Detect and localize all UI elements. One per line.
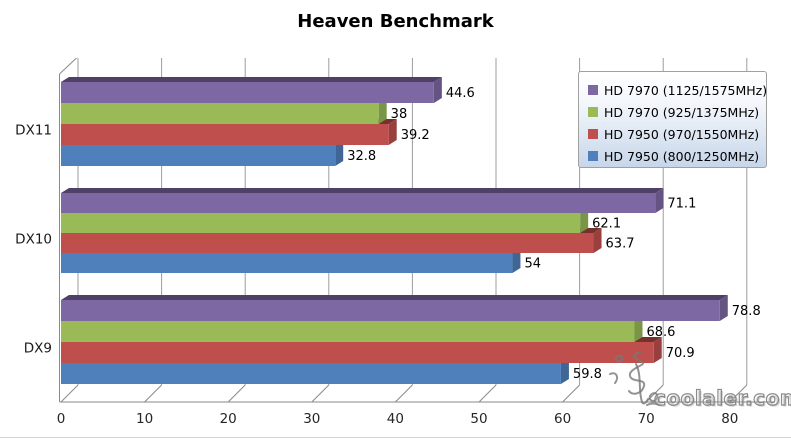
y-axis-category-label: DX11 — [15, 123, 52, 139]
floor-diagonal — [562, 384, 580, 403]
bar-end-face — [580, 208, 589, 233]
legend-label: HD 7970 (925/1375MHz) — [604, 104, 760, 120]
bar — [61, 300, 720, 321]
legend-item: HD 7970 (925/1375MHz) — [588, 101, 766, 123]
bar-end-face — [653, 337, 662, 363]
bar-top-face — [61, 77, 442, 82]
y-axis-category-label: DX10 — [15, 232, 52, 248]
bar-top-face — [61, 295, 728, 300]
x-axis-tick-label: 70 — [638, 411, 655, 427]
bar — [61, 193, 656, 213]
x-axis-tick-label: 50 — [470, 411, 487, 427]
bar-end-face — [719, 295, 728, 321]
bar-end-face — [335, 140, 344, 166]
bar — [61, 145, 336, 166]
x-axis-tick-label: 10 — [136, 411, 153, 427]
value-label: 32.8 — [347, 149, 376, 164]
floor-diagonal — [645, 384, 664, 403]
legend-label: HD 7950 (800/1250MHz) — [604, 148, 760, 164]
value-label: 70.9 — [666, 346, 695, 361]
bar-end-face — [634, 316, 643, 342]
bar — [61, 124, 389, 145]
value-label: 71.1 — [667, 197, 696, 212]
value-label: 68.6 — [646, 325, 675, 340]
legend-label: HD 7950 (970/1550MHz) — [604, 126, 760, 142]
bar-end-face — [593, 228, 602, 253]
value-label: 63.7 — [606, 237, 635, 252]
bar — [61, 82, 434, 103]
floor-diagonal — [144, 384, 162, 403]
y-axis-category-label: DX9 — [24, 341, 52, 357]
legend-marker — [588, 151, 598, 161]
x-axis-tick-label: 20 — [220, 411, 237, 427]
bar-end-face — [378, 98, 387, 124]
x-axis-tick-label: 80 — [721, 411, 738, 427]
floor-diagonal — [395, 384, 413, 403]
legend-marker — [588, 85, 598, 95]
floor-diagonal — [311, 384, 330, 403]
value-label: 39.2 — [401, 128, 430, 143]
bar — [61, 213, 581, 233]
value-label: 54 — [524, 257, 541, 272]
bar-end-face — [512, 248, 521, 273]
legend-item: HD 7970 (1125/1575MHz) — [588, 79, 768, 101]
bar-end-face — [560, 358, 569, 384]
value-label: 59.8 — [573, 367, 602, 382]
bar-end-face — [388, 119, 397, 145]
bar-end-face — [655, 188, 664, 213]
bar — [61, 103, 379, 124]
bar — [61, 253, 513, 273]
bar-end-face — [433, 77, 442, 103]
floor-diagonal — [729, 384, 748, 403]
bar — [61, 321, 635, 342]
bar — [61, 342, 654, 363]
legend-item: HD 7950 (800/1250MHz) — [588, 145, 766, 167]
bar — [61, 233, 594, 253]
value-label: 78.8 — [732, 304, 761, 319]
x-axis-tick-label: 40 — [387, 411, 404, 427]
value-label: 44.6 — [446, 86, 475, 101]
bar — [61, 363, 561, 384]
value-label: 38 — [391, 107, 408, 122]
legend: HD 7970 (1125/1575MHz) HD 7970 (925/1375M… — [578, 71, 767, 168]
legend-item: HD 7950 (970/1550MHz) — [588, 123, 766, 145]
chart-title: Heaven Benchmark — [297, 11, 494, 32]
x-axis-tick-label: 30 — [303, 411, 320, 427]
wall-top-edge — [59, 57, 77, 75]
legend-label: HD 7970 (1125/1575MHz) — [604, 82, 768, 98]
floor-diagonal — [227, 384, 246, 403]
x-axis-tick-label: 0 — [57, 411, 66, 427]
floor-diagonal — [60, 384, 79, 403]
bottom-edge-divider — [0, 437, 791, 438]
bar-top-face — [61, 188, 664, 193]
value-label: 62.1 — [592, 217, 621, 232]
legend-marker — [588, 107, 598, 117]
floor-diagonal — [478, 384, 497, 403]
x-axis-tick-label: 60 — [554, 411, 571, 427]
legend-marker — [588, 129, 598, 139]
